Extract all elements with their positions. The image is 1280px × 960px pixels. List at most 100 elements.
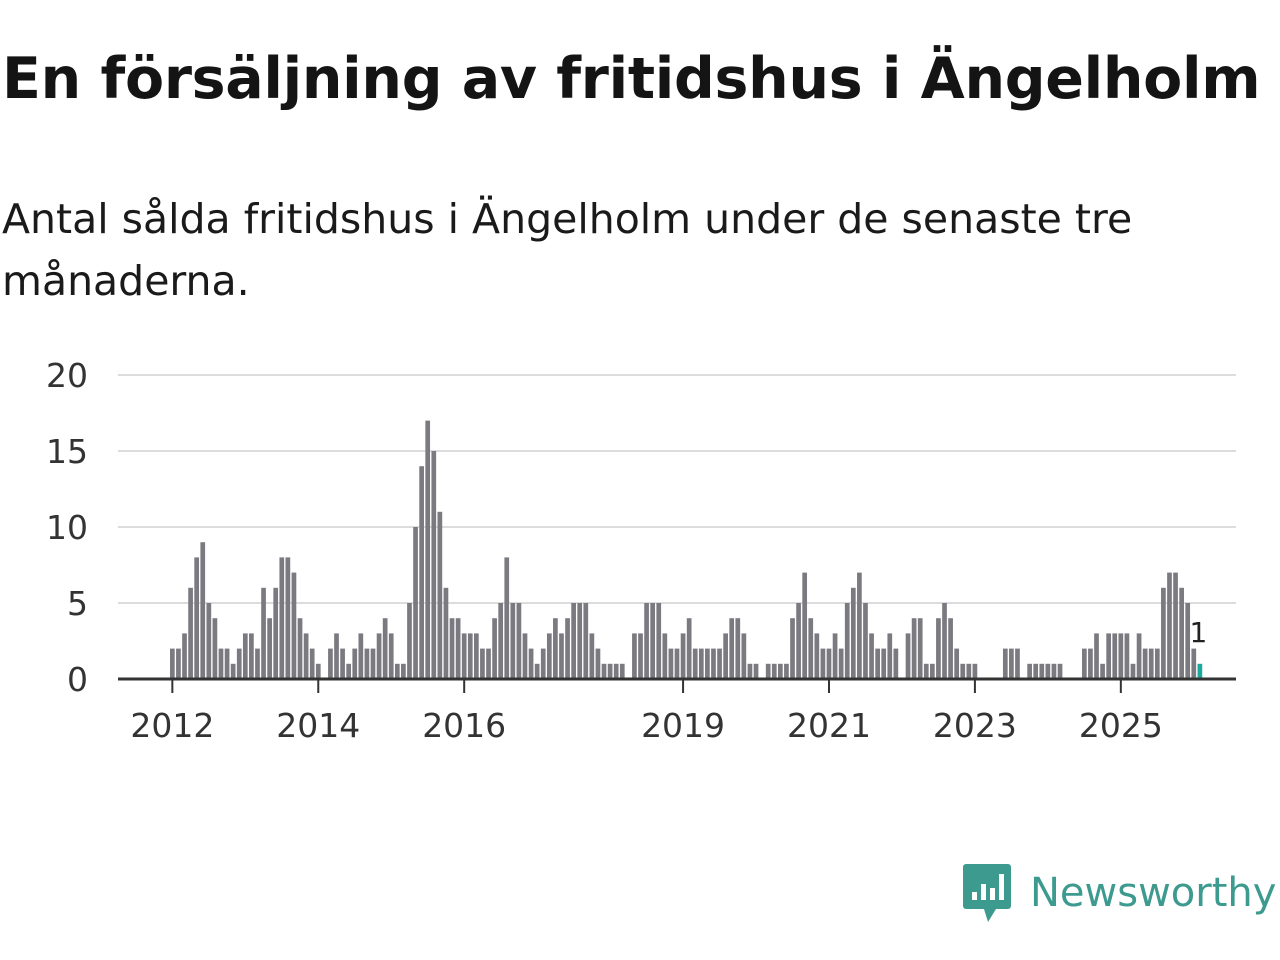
bar [589, 633, 595, 679]
bar [480, 648, 485, 679]
bar [413, 527, 418, 679]
bar [1142, 648, 1148, 679]
bar [328, 648, 333, 679]
bar [334, 633, 339, 679]
bar [686, 618, 692, 679]
bar [747, 663, 753, 679]
bar [419, 466, 424, 679]
bar [1045, 663, 1051, 679]
newsworthy-logo[interactable]: Newsworthy [962, 862, 1276, 924]
newsworthy-logo-icon [963, 864, 1011, 922]
last-value-label: 1 [1190, 616, 1208, 649]
bar [1179, 587, 1184, 679]
bar [698, 648, 704, 679]
bar [1027, 663, 1032, 679]
bar [826, 648, 832, 679]
bar [407, 603, 412, 679]
bar [358, 633, 364, 679]
bar [279, 557, 285, 679]
chart-subtitle: Antal sålda fritidshus i Ängelholm under… [2, 195, 1133, 305]
bar [425, 420, 431, 679]
bar [583, 603, 589, 679]
bar [194, 557, 200, 679]
bar [528, 648, 534, 679]
bar [911, 618, 917, 679]
bar [1106, 633, 1112, 679]
bar [966, 663, 972, 679]
bar [261, 587, 266, 679]
bar [644, 603, 649, 679]
bar [717, 648, 722, 679]
bar [455, 618, 461, 679]
bar [832, 633, 838, 679]
y-tick-label-20: 20 [46, 356, 88, 395]
bar [595, 648, 601, 679]
bar [546, 633, 552, 679]
bar [607, 663, 613, 679]
bar [881, 648, 887, 679]
bar [808, 618, 814, 679]
bar [394, 663, 400, 679]
bar [954, 648, 960, 679]
y-tick-label-5: 5 [67, 584, 88, 623]
bar [498, 603, 504, 679]
bar [504, 557, 510, 679]
x-tick-label-2016: 2016 [422, 706, 506, 745]
y-tick-label-15: 15 [46, 432, 88, 471]
bar [705, 648, 710, 679]
bar [188, 587, 193, 679]
bar [267, 618, 272, 679]
bar [492, 618, 497, 679]
bar [1191, 648, 1197, 679]
bar [765, 663, 771, 679]
x-tick-label-2014: 2014 [276, 706, 360, 745]
bar [875, 648, 880, 679]
bar [200, 542, 206, 679]
bar [1033, 663, 1039, 679]
bar [467, 633, 473, 679]
y-tick-label-10: 10 [46, 508, 88, 547]
bar [461, 633, 467, 679]
bar [790, 618, 795, 679]
bar [917, 618, 923, 679]
bar [1051, 663, 1057, 679]
bar [577, 603, 583, 679]
bar [1136, 633, 1142, 679]
bar [1094, 633, 1099, 679]
bar [388, 633, 394, 679]
bar [1112, 633, 1118, 679]
x-tick-label-2012: 2012 [130, 706, 214, 745]
bar-highlight [1197, 663, 1203, 679]
bar [723, 633, 728, 679]
bar [674, 648, 680, 679]
bar [1057, 663, 1063, 679]
bar [540, 648, 546, 679]
x-tick-label-2023: 2023 [933, 706, 1017, 745]
bar [1173, 572, 1178, 679]
bar [796, 603, 801, 679]
bar [1130, 663, 1136, 679]
bar [820, 648, 826, 679]
bar [401, 663, 406, 679]
bar [741, 633, 747, 679]
bar [242, 633, 248, 679]
bar [1154, 648, 1160, 679]
brand-name: Newsworthy [1030, 870, 1277, 916]
x-tick-label-2021: 2021 [787, 706, 871, 745]
bar [249, 633, 254, 679]
bar [893, 648, 899, 679]
bar [534, 663, 540, 679]
bar [1118, 633, 1124, 679]
bar [431, 451, 437, 679]
bar [1002, 648, 1008, 679]
bar [1185, 603, 1191, 679]
bar [729, 618, 735, 679]
bar [474, 633, 479, 679]
bar [1167, 572, 1172, 679]
bar [1148, 648, 1154, 679]
bar [449, 618, 455, 679]
bar [948, 618, 953, 679]
bar [1039, 663, 1045, 679]
bar [869, 633, 874, 679]
bar [376, 633, 382, 679]
